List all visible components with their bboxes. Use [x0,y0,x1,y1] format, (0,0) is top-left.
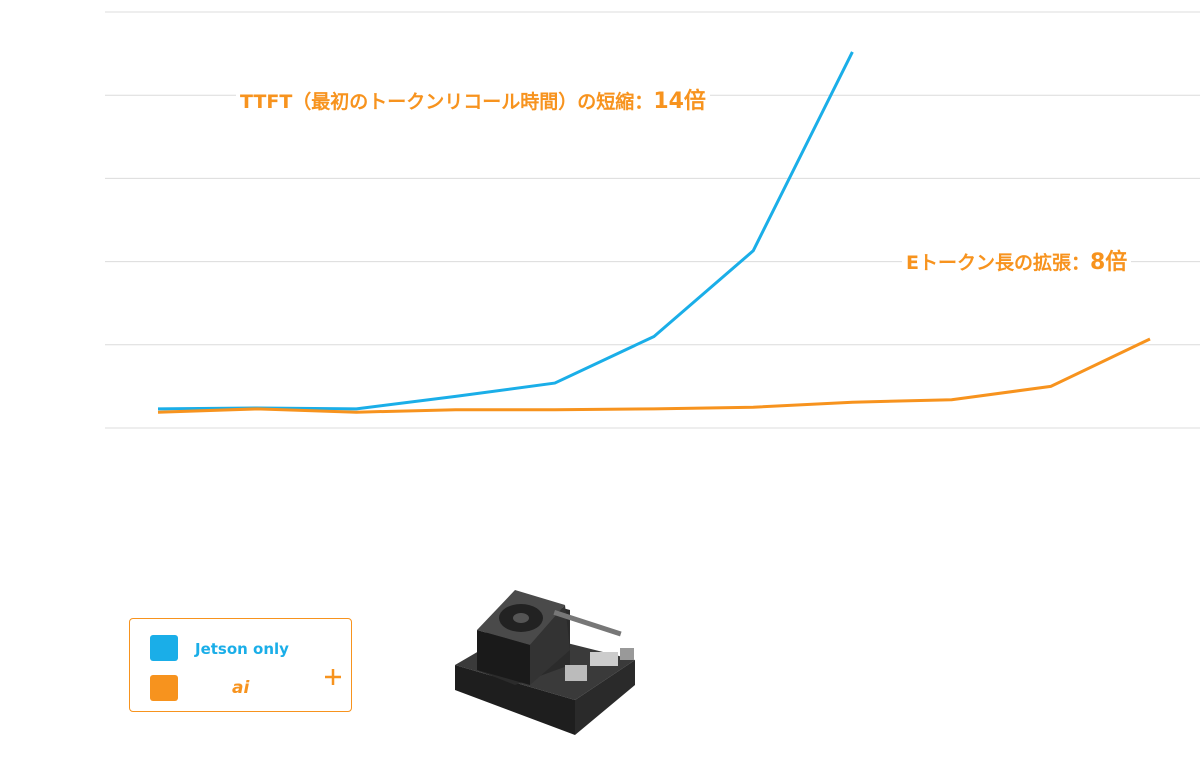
annotation: TTFT（最初のトークンリコール時間）の短縮：14倍 [236,89,710,115]
annotation-highlight: 8倍 [1089,250,1128,275]
legend-label: ai [232,678,250,698]
legend-swatch [150,675,178,701]
annotation-text: TTFT（最初のトークンリコール時間）の短縮： [240,91,654,113]
series-line [157,337,1151,414]
legend-label: Jetson only [195,640,289,658]
device-image [455,590,635,735]
sparkle-icon [325,669,341,685]
legend-swatch [150,635,178,661]
annotation-text: Eトークン長の拡張： [906,252,1090,274]
legend: Jetson only ai [129,618,352,712]
annotation: Eトークン長の拡張：8倍 [902,250,1132,276]
annotation-highlight: 14倍 [653,89,706,114]
